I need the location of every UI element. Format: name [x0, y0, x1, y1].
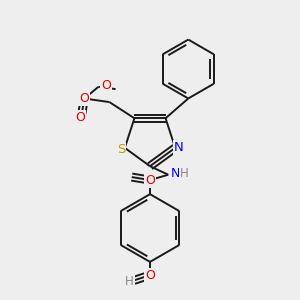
Text: H: H — [180, 167, 188, 180]
Text: O: O — [145, 173, 155, 187]
Text: N: N — [174, 141, 184, 154]
Text: O: O — [80, 92, 89, 105]
Text: O: O — [101, 79, 111, 92]
Text: H: H — [125, 275, 134, 288]
Text: S: S — [117, 143, 125, 156]
Text: O: O — [75, 111, 85, 124]
Text: N: N — [171, 167, 180, 180]
Text: O: O — [145, 268, 155, 282]
